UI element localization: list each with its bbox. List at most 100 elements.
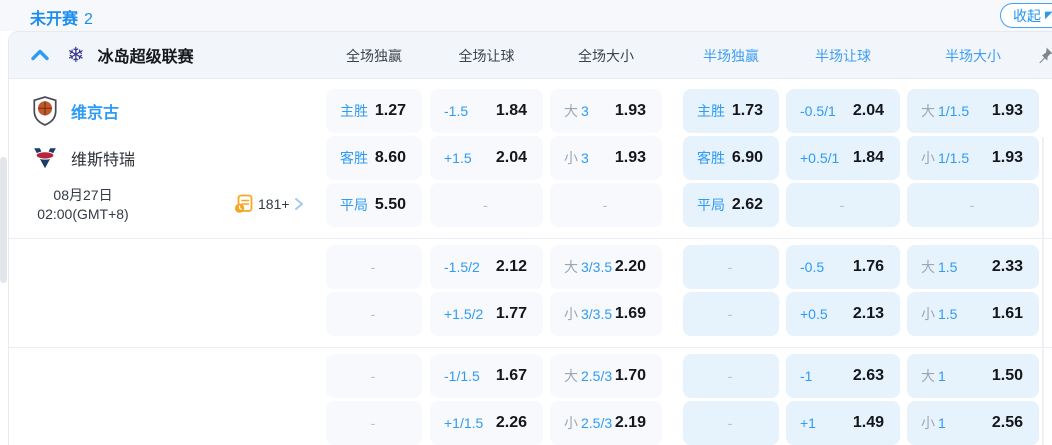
odds-cell: -	[683, 292, 779, 336]
odds-row: - +1/1.5 2.26 小 2.5/3 2.19 - +1 1.49 小 1 2.56	[326, 401, 1052, 445]
odds-label: 小 1.5	[921, 306, 958, 322]
odds-group: - -1/1.5 1.67 大 2.5/3 1.70 - -1 2.63 大 1 1.50 - +1/1.…	[9, 347, 1052, 445]
odds-label-prefix: 小	[564, 415, 578, 431]
odds-label-prefix: 小	[921, 306, 935, 322]
chevron-right-icon	[294, 198, 303, 210]
odds-label: +1/1.5	[444, 415, 484, 431]
more-markets-count: 181+	[258, 196, 290, 212]
odds-cell[interactable]: 大 3 1.93	[550, 89, 662, 133]
odds-row: - -1.5/2 2.12 大 3/3.5 2.20 - -0.5 1.76 大 1.5 2.33	[326, 245, 1052, 289]
odds-cell[interactable]: +0.5/1 1.84	[786, 136, 900, 180]
odds-cell[interactable]: +1 1.49	[786, 401, 900, 445]
away-team-name: 维斯特瑞	[71, 152, 136, 169]
odds-cell[interactable]: 主胜 1.27	[326, 89, 422, 133]
odds-cell[interactable]: 大 3/3.5 2.20	[550, 245, 662, 289]
odds-label: -1	[800, 368, 813, 384]
odds-group: - -1.5/2 2.12 大 3/3.5 2.20 - -0.5 1.76 大 1.5 2.33 - +…	[9, 238, 1052, 336]
odds-value: 6.90	[731, 149, 763, 166]
odds-value: 1.84	[495, 102, 527, 119]
odds-value: 1.84	[852, 149, 884, 166]
odds-cell[interactable]: -1/1.5 1.67	[430, 354, 543, 398]
match-time: 02:00(GMT+8)	[37, 206, 129, 222]
odds-label: +1.5/2	[444, 306, 484, 322]
column-header-2: 全场让球	[458, 47, 515, 64]
odds-value: 1.93	[991, 149, 1023, 166]
odds-value: 2.04	[852, 102, 884, 119]
status-label: 未开赛	[30, 11, 79, 28]
odds-cell[interactable]: 大 1/1.5 1.93	[907, 89, 1039, 133]
away-team-logo-icon	[31, 143, 58, 173]
odds-label-prefix: 大	[564, 259, 578, 275]
odds-value: 1.49	[852, 414, 884, 431]
odds-label: +0.5/1	[800, 150, 840, 166]
odds-cell[interactable]: +0.5 2.13	[786, 292, 900, 336]
odds-cell[interactable]: 小 1.5 1.61	[907, 292, 1039, 336]
odds-cell[interactable]: +1.5 2.04	[430, 136, 543, 180]
odds-value: 1.61	[991, 305, 1023, 322]
odds-cell[interactable]: -1.5/2 2.12	[430, 245, 543, 289]
odds-label: 平局	[697, 197, 725, 213]
odds-cell[interactable]: 客胜 6.90	[683, 136, 779, 180]
odds-cell[interactable]: 大 1.5 2.33	[907, 245, 1039, 289]
odds-cell[interactable]: 客胜 8.60	[326, 136, 422, 180]
odds-label: 大 1.5	[921, 259, 958, 275]
odds-value: 1.69	[614, 305, 646, 322]
odds-cell[interactable]: -0.5/1 2.04	[786, 89, 900, 133]
odds-value: 2.33	[991, 258, 1023, 275]
odds-label: +1	[800, 415, 816, 431]
more-markets-link[interactable]: 181+	[234, 194, 304, 214]
home-team-row[interactable]: 维京古	[9, 89, 326, 133]
odds-label-prefix: 大	[921, 103, 935, 119]
odds-cell[interactable]: 小 3 1.93	[550, 136, 662, 180]
home-team-name: 维京古	[71, 105, 120, 122]
odds-value: 1.93	[614, 102, 646, 119]
odds-cell[interactable]: 小 3/3.5 1.69	[550, 292, 662, 336]
collapse-button[interactable]: 收起 ◤	[1000, 3, 1052, 28]
odds-cell[interactable]: +1/1.5 2.26	[430, 401, 543, 445]
odds-label: 主胜	[340, 103, 368, 119]
odds-cell[interactable]: -0.5 1.76	[786, 245, 900, 289]
away-team-row[interactable]: 维斯特瑞	[9, 136, 326, 180]
odds-value: 1.73	[731, 102, 763, 119]
odds-cell: -	[326, 292, 422, 336]
odds-cell[interactable]: 平局 2.62	[683, 183, 779, 227]
odds-group: 主胜 1.27 -1.5 1.84 大 3 1.93 主胜 1.73 -0.5/1 2.04 大 1/1…	[326, 89, 1052, 227]
odds-label: 客胜	[697, 150, 725, 166]
odds-value: 1.77	[495, 305, 527, 322]
odds-value: 2.19	[614, 414, 646, 431]
odds-label: 主胜	[697, 103, 725, 119]
odds-value: 1.67	[495, 367, 527, 384]
status-count: 2	[84, 11, 93, 28]
odds-cell[interactable]: +1.5/2 1.77	[430, 292, 543, 336]
match-time-row: 08月27日 02:00(GMT+8) 181+	[9, 183, 326, 227]
odds-column-headers: 全场独赢 全场让球 全场大小 半场独赢 半场让球 半场大小	[326, 32, 1039, 79]
scrollbar-thumb[interactable]	[0, 157, 7, 283]
odds-cell[interactable]: 大 1 1.50	[907, 354, 1039, 398]
empty-odds-dash: -	[370, 259, 376, 275]
odds-cell[interactable]: 小 1/1.5 1.93	[907, 136, 1039, 180]
odds-cell[interactable]: 小 1 2.56	[907, 401, 1039, 445]
odds-cell[interactable]: 平局 5.50	[326, 183, 422, 227]
chevron-up-icon[interactable]	[31, 49, 49, 61]
league-logo-icon: ❄	[67, 43, 85, 67]
odds-cell[interactable]: -1.5 1.84	[430, 89, 543, 133]
odds-value: 2.04	[495, 149, 527, 166]
odds-cell[interactable]: 主胜 1.73	[683, 89, 779, 133]
empty-odds-dash: -	[370, 415, 376, 431]
odds-label-prefix: 大	[564, 368, 578, 384]
odds-cell[interactable]: 大 2.5/3 1.70	[550, 354, 662, 398]
odds-cell[interactable]: -1 2.63	[786, 354, 900, 398]
odds-cell: -	[430, 183, 543, 227]
odds-cell[interactable]: 小 2.5/3 2.19	[550, 401, 662, 445]
odds-cell: -	[326, 354, 422, 398]
odds-row: 主胜 1.27 -1.5 1.84 大 3 1.93 主胜 1.73 -0.5/1 2.04 大 1/1…	[326, 89, 1052, 133]
odds-label: +0.5	[800, 306, 828, 322]
pin-icon[interactable]	[1036, 46, 1052, 64]
odds-cell: -	[326, 245, 422, 289]
empty-odds-dash: -	[839, 197, 845, 213]
odds-label: -1/1.5	[444, 368, 480, 384]
odds-label-prefix: 大	[921, 259, 935, 275]
rows-area: 维京古 维斯特瑞 08月27日 02:00(GMT+8)	[9, 79, 1052, 445]
collapse-arrow-icon: ◤	[1045, 9, 1052, 21]
odds-row: 客胜 8.60 +1.5 2.04 小 3 1.93 客胜 6.90 +0.5/1 1.84 小 1/1…	[326, 136, 1052, 180]
